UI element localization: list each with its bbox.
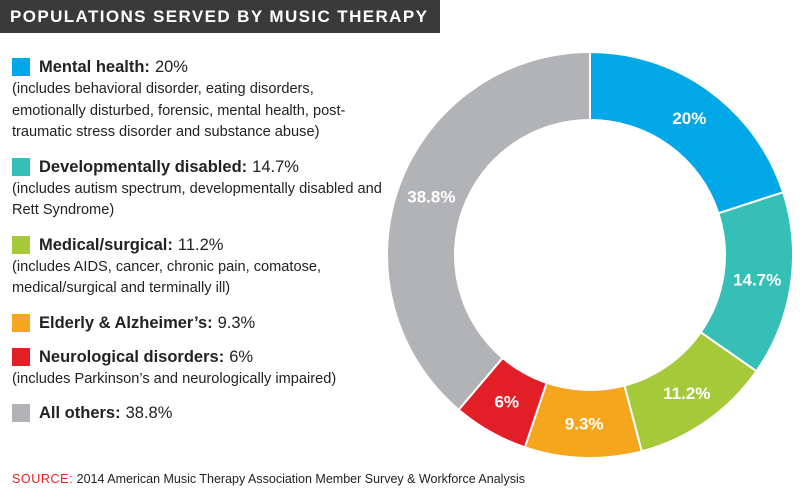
legend-value: 38.8% [125,404,173,422]
donut-slice-all-others [385,50,591,412]
legend-swatch [12,313,30,332]
legend-item-mental-health: Mental health: 20% (includes behavioral … [12,56,390,144]
legend-description: (includes autism spectrum, developmental… [12,180,382,219]
legend-item-medical-surgical: Medical/surgical: 11.2% (includes AIDS, … [12,234,390,300]
legend-item-neurological-disorders: Neurological disorders: 6% (includes Par… [12,346,390,391]
slice-label-medical-surgical: 11.2% [663,384,710,403]
legend-item-developmentally-disabled: Developmentally disabled: 14.7% (include… [12,156,390,222]
legend-label: All others: [39,404,121,422]
legend-swatch [12,157,30,176]
legend-label: Neurological disorders: [39,347,225,366]
legend-value: 20% [154,58,188,76]
legend: Mental health: 20% (includes behavioral … [12,56,390,436]
legend-value: 14.7% [252,157,299,176]
chart-title: POPULATIONS SERVED BY MUSIC THERAPY [0,0,441,33]
legend-swatch [12,347,30,366]
legend-value: 11.2% [177,235,224,254]
donut-slice-mental-health [589,50,785,215]
legend-description: (includes behavioral disorder, eating di… [12,81,346,140]
source-note: SOURCE: 2014 American Music Therapy Asso… [12,472,525,486]
donut-chart: 20% 14.7% 11.2% 9.3% 6% 38.8% [385,50,795,460]
legend-value: 9.3% [217,313,256,332]
legend-label: Developmentally disabled: [39,157,248,176]
slice-label-neurological-disorders: 6% [494,393,519,412]
legend-swatch [12,235,30,254]
legend-description: (includes AIDS, cancer, chronic pain, co… [12,258,322,297]
legend-item-all-others: All others: 38.8% [12,402,390,424]
legend-label: Medical/surgical: [39,235,173,254]
legend-label: Mental health: [39,58,150,76]
donut-chart-svg: 20% 14.7% 11.2% 9.3% 6% 38.8% [385,50,794,459]
legend-label: Elderly & Alzheimer’s: [39,313,213,332]
source-label: SOURCE: [12,472,74,486]
source-text: 2014 American Music Therapy Association … [76,472,525,486]
legend-value: 6% [229,347,254,366]
legend-swatch [12,58,30,76]
slice-label-mental-health: 20% [672,109,706,128]
legend-item-elderly-alzheimers: Elderly & Alzheimer’s: 9.3% [12,312,390,334]
legend-swatch [12,404,30,422]
legend-description: (includes Parkinson’s and neurologically… [12,370,337,387]
slice-label-all-others: 38.8% [407,187,455,206]
slice-label-developmentally-disabled: 14.7% [733,270,781,289]
slice-label-elderly-alzheimers: 9.3% [565,414,604,433]
